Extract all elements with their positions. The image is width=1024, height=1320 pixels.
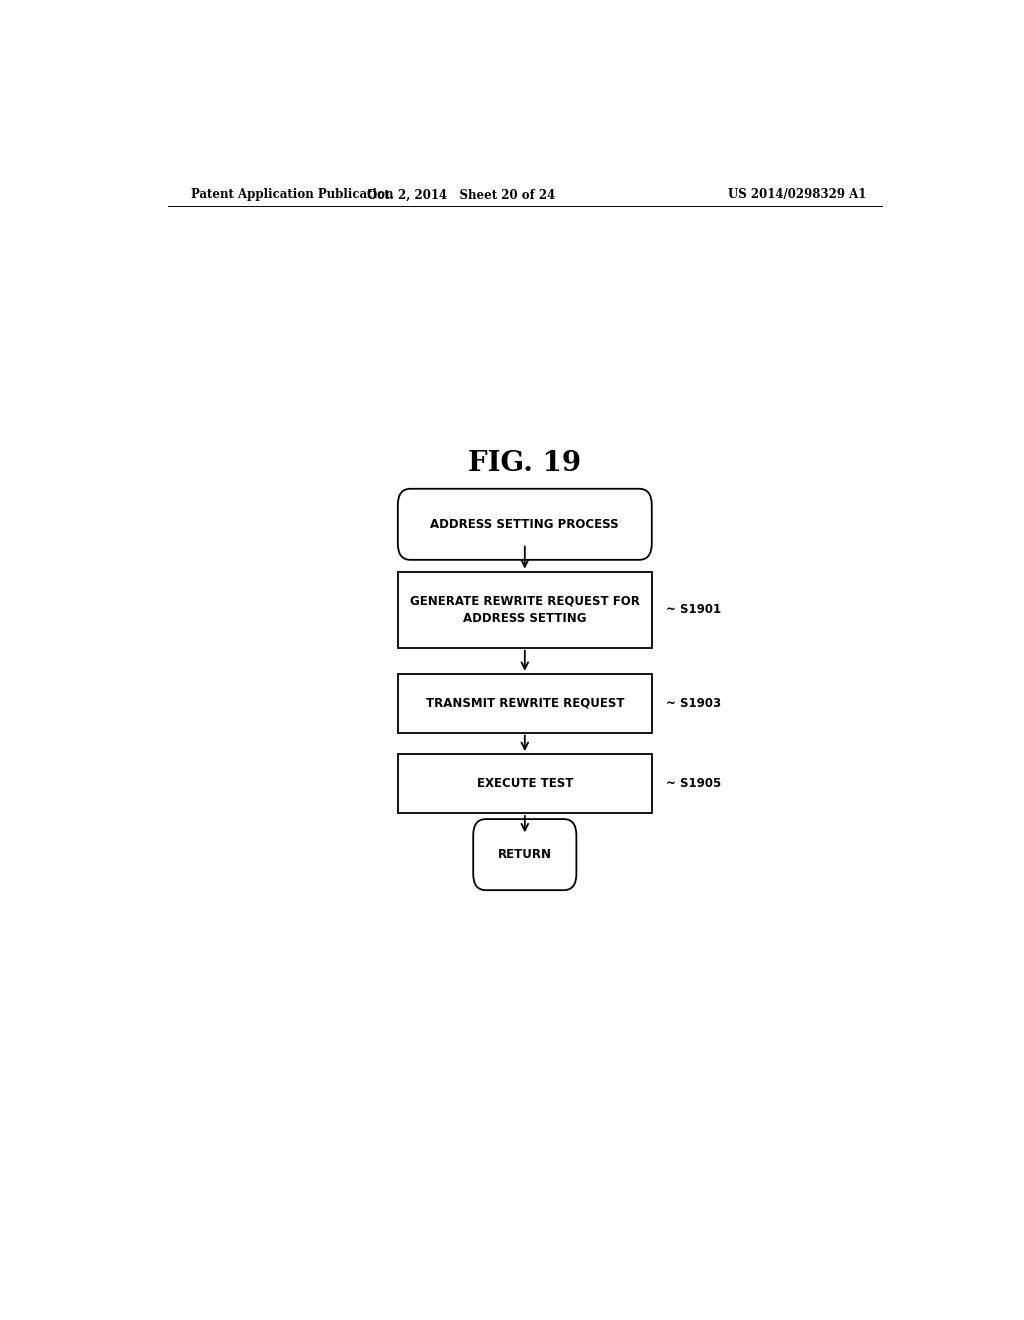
Text: ~ S1905: ~ S1905 (666, 777, 721, 789)
Text: ~ S1901: ~ S1901 (666, 603, 721, 616)
Text: TRANSMIT REWRITE REQUEST: TRANSMIT REWRITE REQUEST (426, 697, 624, 710)
Bar (397, 673, 651, 733)
Text: RETURN: RETURN (498, 849, 552, 861)
Bar (397, 572, 651, 648)
Bar (397, 754, 651, 813)
Text: Patent Application Publication: Patent Application Publication (191, 189, 394, 202)
Text: GENERATE REWRITE REQUEST FOR
ADDRESS SETTING: GENERATE REWRITE REQUEST FOR ADDRESS SET… (410, 595, 640, 624)
Text: FIG. 19: FIG. 19 (468, 450, 582, 477)
Text: US 2014/0298329 A1: US 2014/0298329 A1 (728, 189, 866, 202)
Text: Oct. 2, 2014   Sheet 20 of 24: Oct. 2, 2014 Sheet 20 of 24 (368, 189, 555, 202)
FancyBboxPatch shape (397, 488, 651, 560)
FancyBboxPatch shape (473, 820, 577, 890)
Text: EXECUTE TEST: EXECUTE TEST (476, 777, 573, 789)
Text: ~ S1903: ~ S1903 (666, 697, 721, 710)
Text: ADDRESS SETTING PROCESS: ADDRESS SETTING PROCESS (430, 517, 620, 531)
